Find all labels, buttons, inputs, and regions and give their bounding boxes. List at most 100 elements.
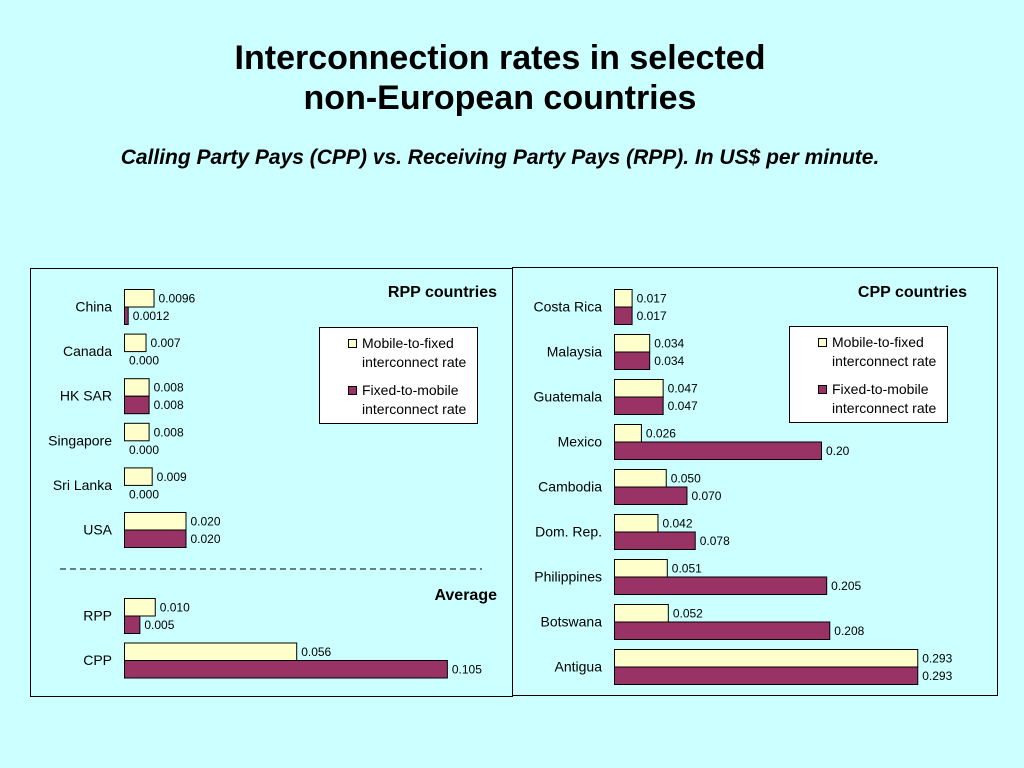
cpp-bar-mobile-to-fixed (614, 334, 651, 353)
cpp-data-label: 0.070 (691, 489, 721, 503)
rpp-data-label: 0.008 (154, 425, 184, 439)
rpp-legend-swatch-fixed-to-mobile (348, 386, 357, 395)
cpp-data-label: 0.205 (831, 579, 861, 593)
cpp-data-label: 0.293 (922, 652, 952, 666)
avg-bar-mobile-to-fixed (124, 642, 298, 661)
rpp-data-label: 0.0012 (133, 309, 170, 323)
cpp-data-label: 0.017 (637, 309, 667, 323)
rpp-data-label: 0.000 (129, 487, 159, 501)
cpp-bar-fixed-to-mobile (614, 486, 688, 505)
cpp-bar-fixed-to-mobile (614, 576, 828, 595)
avg-category-label: RPP (83, 608, 112, 624)
rpp-bar-mobile-to-fixed (124, 289, 155, 308)
slide-title: Interconnection rates in selected non-Eu… (0, 38, 1000, 118)
cpp-category-label: Cambodia (538, 479, 602, 495)
rpp-bar-mobile-to-fixed (124, 512, 187, 531)
avg-panel-title: Average (434, 587, 497, 604)
cpp-category-label: Mexico (558, 434, 603, 450)
cpp-data-label: 0.047 (668, 382, 698, 396)
rpp-data-label: 0.007 (151, 336, 181, 350)
rpp-data-label: 0.0096 (159, 292, 196, 306)
rpp-bar-mobile-to-fixed (124, 333, 147, 353)
rpp-data-label: 0.000 (129, 354, 159, 368)
cpp-panel-title: CPP countries (858, 284, 967, 301)
cpp-bar-fixed-to-mobile (614, 441, 822, 460)
cpp-category-label: Antigua (555, 659, 603, 675)
cpp-bar-fixed-to-mobile (614, 306, 633, 325)
rpp-category-label: China (75, 299, 112, 315)
title-line-2: non-European countries (303, 79, 697, 117)
rpp-data-label: 0.008 (154, 381, 184, 395)
cpp-bar-mobile-to-fixed (614, 379, 664, 398)
avg-data-label: 0.005 (144, 618, 174, 632)
cpp-legend-box (789, 326, 948, 423)
cpp-legend-swatch-fixed-to-mobile (818, 385, 827, 394)
cpp-bar-mobile-to-fixed (614, 514, 659, 533)
cpp-category-label: Malaysia (547, 344, 602, 360)
cpp-panel-frame (512, 267, 998, 696)
rpp-category-label: Singapore (48, 432, 112, 448)
rpp-legend-swatch-mobile-to-fixed (348, 339, 357, 348)
cpp-bar-mobile-to-fixed (614, 289, 633, 308)
rpp-bar-fixed-to-mobile (124, 306, 129, 325)
cpp-data-label: 0.078 (700, 534, 730, 548)
cpp-data-label: 0.047 (668, 399, 698, 413)
rpp-data-label: 0.009 (157, 470, 187, 484)
cpp-legend-entry: Fixed-to-mobile interconnect rate (832, 381, 936, 416)
cpp-legend-entry: Mobile-to-fixed interconnect rate (832, 334, 936, 369)
rpp-data-label: 0.008 (154, 398, 184, 412)
cpp-bar-mobile-to-fixed (614, 469, 667, 488)
cpp-data-label: 0.051 (672, 562, 702, 576)
cpp-data-label: 0.052 (673, 607, 703, 621)
cpp-bar-fixed-to-mobile (614, 396, 664, 415)
cpp-data-label: 0.208 (834, 624, 864, 638)
rpp-bar-fixed-to-mobile (124, 395, 150, 415)
cpp-bar-fixed-to-mobile (614, 351, 651, 370)
cpp-data-label: 0.034 (654, 337, 684, 351)
avg-data-label: 0.056 (301, 645, 331, 659)
cpp-category-label: Philippines (534, 569, 602, 585)
cpp-data-label: 0.034 (654, 354, 684, 368)
avg-data-label: 0.105 (452, 663, 482, 677)
rpp-data-label: 0.020 (191, 515, 221, 529)
cpp-data-label: 0.042 (662, 517, 692, 531)
rpp-data-label: 0.020 (191, 532, 221, 546)
rpp-category-label: Sri Lanka (53, 477, 112, 493)
cpp-bar-mobile-to-fixed (614, 559, 668, 578)
cpp-bar-fixed-to-mobile (614, 531, 696, 550)
cpp-legend-swatch-mobile-to-fixed (818, 338, 827, 347)
cpp-data-label: 0.026 (646, 427, 676, 441)
cpp-data-label: 0.050 (671, 472, 701, 486)
rpp-bar-mobile-to-fixed (124, 422, 150, 442)
cpp-data-label: 0.017 (637, 292, 667, 306)
cpp-bar-mobile-to-fixed (614, 649, 919, 668)
avg-data-label: 0.010 (160, 601, 190, 615)
cpp-data-label: 0.293 (922, 669, 952, 683)
cpp-data-label: 0.20 (826, 444, 850, 458)
cpp-category-label: Dom. Rep. (535, 524, 602, 540)
title-line-1: Interconnection rates in selected (234, 39, 766, 77)
cpp-bar-mobile-to-fixed (614, 424, 642, 443)
rpp-category-label: Canada (63, 343, 112, 359)
cpp-category-label: Guatemala (534, 389, 603, 405)
rpp-legend-box (319, 327, 478, 424)
rpp-data-label: 0.000 (129, 443, 159, 457)
cpp-bar-fixed-to-mobile (614, 666, 919, 685)
cpp-category-label: Botswana (541, 614, 603, 630)
rpp-legend-entry: Mobile-to-fixed interconnect rate (362, 335, 466, 370)
avg-bar-fixed-to-mobile (124, 660, 448, 679)
rpp-panel-title: RPP countries (388, 284, 497, 301)
avg-bar-mobile-to-fixed (124, 598, 156, 617)
cpp-category-label: Costa Rica (534, 299, 603, 315)
rpp-bar-mobile-to-fixed (124, 378, 150, 397)
cpp-bar-mobile-to-fixed (614, 604, 669, 623)
avg-bar-fixed-to-mobile (124, 615, 141, 634)
slide-subtitle: Calling Party Pays (CPP) vs. Receiving P… (120, 146, 880, 169)
rpp-category-label: HK SAR (60, 388, 112, 404)
avg-category-label: CPP (83, 652, 112, 668)
rpp-bar-mobile-to-fixed (124, 467, 153, 486)
cpp-bar-fixed-to-mobile (614, 621, 831, 640)
rpp-legend-entry: Fixed-to-mobile interconnect rate (362, 382, 466, 417)
rpp-category-label: USA (83, 522, 112, 538)
